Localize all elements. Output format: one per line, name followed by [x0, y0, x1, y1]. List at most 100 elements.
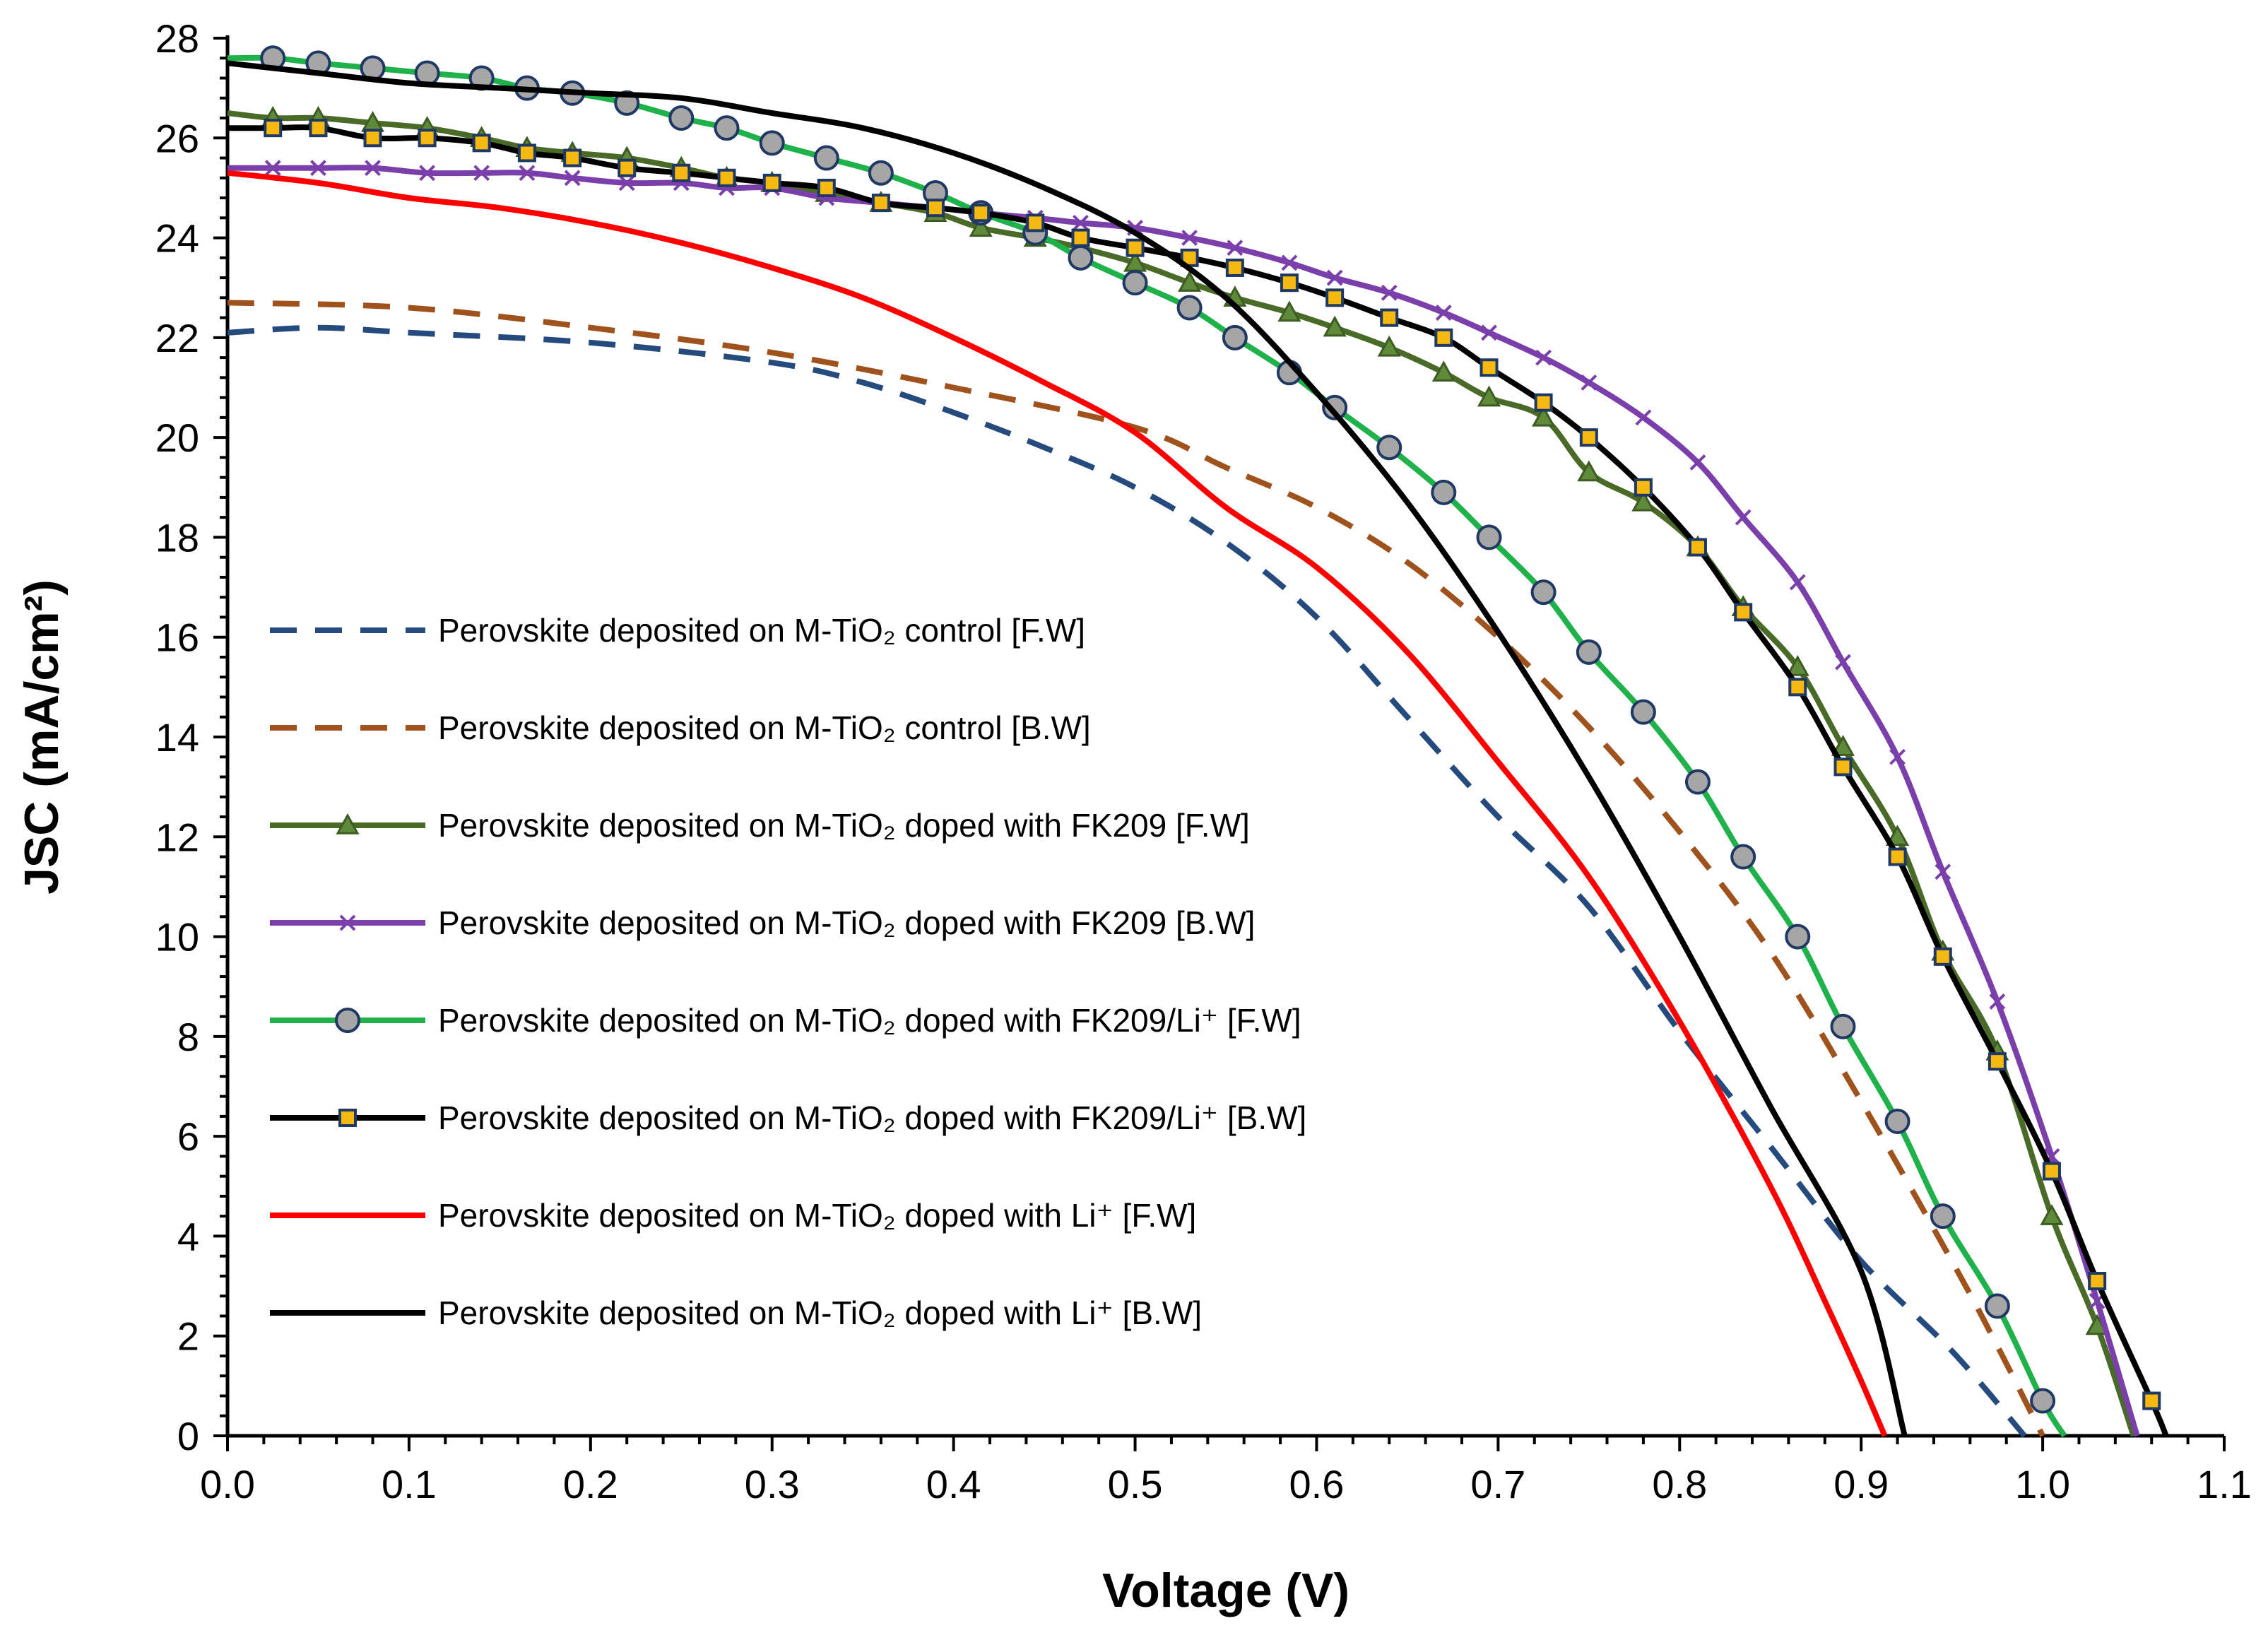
data-point [1735, 509, 1752, 526]
data-point [1431, 360, 1455, 382]
y-tick-label: 4 [177, 1214, 199, 1258]
data-point [363, 129, 382, 148]
x-tick-label: 1.1 [2197, 1462, 2252, 1506]
x-tick-label: 0.0 [200, 1462, 255, 1506]
data-point [264, 119, 283, 138]
data-point [1380, 308, 1399, 327]
data-point [1477, 385, 1501, 407]
y-tick-label: 12 [155, 815, 199, 859]
data-point [672, 163, 691, 182]
data-point [1886, 825, 1910, 846]
data-point [1280, 273, 1299, 293]
data-point [759, 130, 785, 156]
data-point [817, 178, 836, 197]
legend-item: Perovskite deposited on M-TiO₂ doped wit… [270, 1294, 1202, 1331]
data-point [1789, 574, 1806, 591]
data-point [1785, 924, 1811, 950]
legend-label: Perovskite deposited on M-TiO₂ doped wit… [438, 1002, 1301, 1039]
data-point [472, 134, 491, 153]
data-point [1376, 435, 1402, 461]
data-point [264, 160, 281, 177]
data-point [1222, 324, 1248, 350]
x-tick-label: 0.8 [1652, 1462, 1707, 1506]
data-point [1579, 428, 1598, 447]
data-point [309, 119, 328, 138]
series-layer [227, 45, 2169, 1438]
y-tick-label: 22 [155, 316, 199, 360]
x-tick-label: 0.1 [382, 1462, 437, 1506]
data-point [365, 160, 381, 177]
data-point [1988, 1052, 2007, 1071]
legend-item: Perovskite deposited on M-TiO₂ doped wit… [270, 807, 1250, 844]
legend-item: Perovskite deposited on M-TiO₂ doped wit… [270, 1197, 1196, 1234]
data-point [1122, 270, 1148, 296]
y-tick-label: 26 [155, 116, 199, 160]
data-point [1176, 295, 1203, 321]
x-tick-label: 0.6 [1289, 1462, 1345, 1506]
data-point [418, 129, 437, 148]
data-point [1434, 328, 1453, 347]
data-point [1068, 244, 1094, 271]
series-line [227, 300, 2045, 1437]
data-point [1227, 240, 1244, 256]
data-point [2142, 1391, 2161, 1410]
legend-label: Perovskite deposited on M-TiO₂ doped wit… [438, 1294, 1202, 1331]
legend-item: Perovskite deposited on M-TiO₂ control [… [270, 709, 1091, 746]
x-tick-label: 0.5 [1108, 1462, 1163, 1506]
series-line [227, 324, 2027, 1438]
y-tick-label: 18 [155, 515, 199, 560]
data-point [969, 216, 993, 237]
legend-item: Perovskite deposited on M-TiO₂ doped wit… [270, 904, 1255, 941]
data-point [1630, 699, 1656, 725]
y-tick-label: 6 [177, 1114, 199, 1159]
data-point [1534, 393, 1553, 412]
data-point [1785, 655, 1809, 676]
data-point [563, 148, 582, 167]
data-point [1073, 214, 1089, 231]
data-point [1435, 305, 1452, 321]
legend-marker [336, 813, 360, 834]
data-point [1326, 269, 1343, 286]
legend: Perovskite deposited on M-TiO₂ control [… [270, 612, 1306, 1331]
x-tick-label: 0.9 [1833, 1462, 1889, 1506]
data-point [2040, 1204, 2064, 1225]
data-point [1930, 1203, 1956, 1229]
y-tick-label: 14 [155, 715, 199, 760]
data-point [1634, 478, 1653, 497]
data-point [668, 105, 695, 131]
series-line [227, 60, 1908, 1437]
data-point [868, 160, 894, 186]
data-point [762, 173, 781, 192]
data-point [414, 60, 440, 86]
y-tick-label: 10 [155, 915, 199, 960]
data-point [1830, 1013, 1856, 1039]
data-point [1635, 409, 1652, 426]
data-point [1535, 349, 1552, 366]
data-point [1126, 238, 1145, 257]
x-tick-label: 1.0 [2015, 1462, 2070, 1506]
data-point [1026, 213, 1045, 232]
series-line [227, 170, 1888, 1437]
data-point [1476, 524, 1502, 550]
data-point [1381, 284, 1398, 301]
x-axis-title: Voltage (V) [1102, 1564, 1349, 1617]
data-point [1577, 460, 1601, 482]
data-point [473, 165, 490, 182]
data-point [1181, 230, 1198, 246]
legend-marker [335, 1008, 360, 1033]
data-point [419, 165, 436, 182]
data-point [813, 145, 839, 171]
y-tick-label: 8 [177, 1015, 199, 1059]
data-point [1933, 947, 1952, 966]
data-point [1323, 315, 1347, 337]
data-point [1684, 769, 1711, 795]
data-point [310, 160, 326, 177]
data-point [1935, 863, 1951, 880]
data-point [1377, 335, 1401, 357]
x-tick-label: 0.7 [1470, 1462, 1525, 1506]
data-point [1989, 993, 2006, 1010]
legend-item: Perovskite deposited on M-TiO₂ doped wit… [270, 1002, 1301, 1039]
data-point [2088, 1272, 2107, 1291]
series-1 [227, 324, 2027, 1438]
